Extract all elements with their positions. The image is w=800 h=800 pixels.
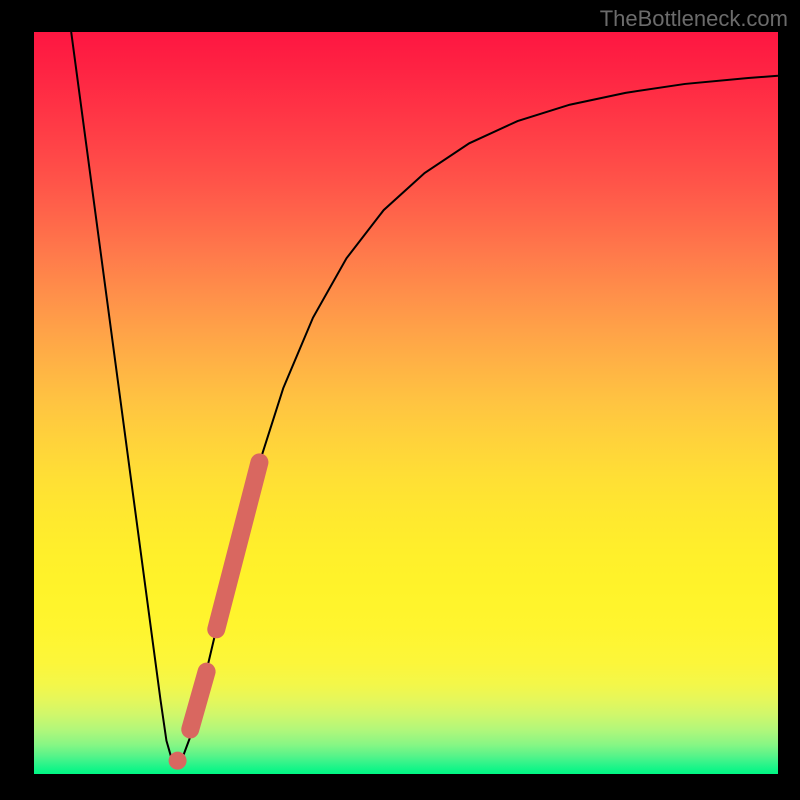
bottleneck-chart bbox=[0, 0, 800, 800]
chart-background bbox=[34, 32, 778, 774]
